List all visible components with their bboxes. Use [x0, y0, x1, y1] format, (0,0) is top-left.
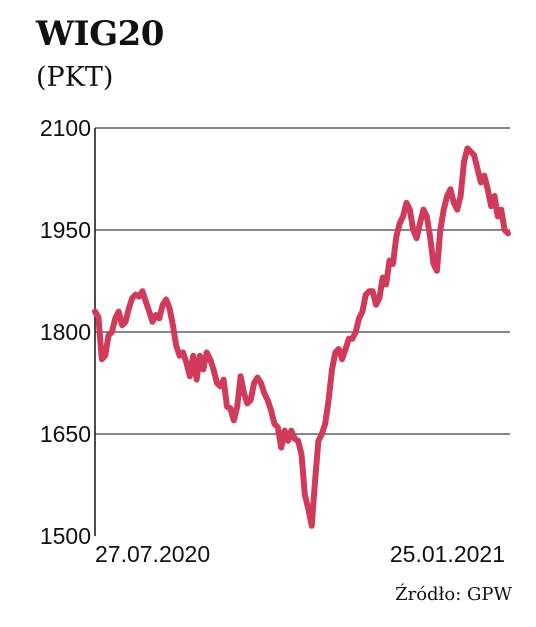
x-tick-label: 25.01.2021 [390, 541, 505, 567]
x-axis-labels: 27.07.2020 25.01.2021 [95, 541, 505, 567]
source-note: Źródło: GPW [395, 584, 512, 605]
y-tick-label: 1500 [40, 523, 91, 549]
chart-unit-label: (PKT) [36, 62, 114, 93]
y-tick-label: 1650 [40, 421, 91, 447]
y-tick-label: 1950 [40, 217, 91, 243]
y-tick-label: 1800 [40, 319, 91, 345]
y-axis-labels: 1500 1650 1800 1950 2100 [40, 115, 91, 549]
series-line [92, 145, 511, 529]
x-tick-label: 27.07.2020 [95, 541, 210, 567]
y-tick-label: 2100 [40, 115, 91, 141]
series-group [92, 145, 511, 529]
chart-title: WIG20 [36, 14, 164, 54]
